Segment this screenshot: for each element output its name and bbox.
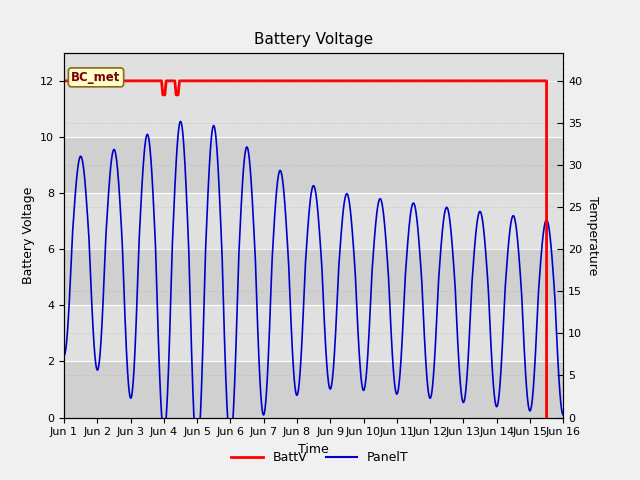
- Y-axis label: Temperature: Temperature: [586, 195, 599, 275]
- Title: Battery Voltage: Battery Voltage: [254, 33, 373, 48]
- Bar: [64, 361, 563, 418]
- Legend: BattV, PanelT: BattV, PanelT: [227, 446, 413, 469]
- Bar: [64, 81, 563, 137]
- Y-axis label: Battery Voltage: Battery Voltage: [22, 187, 35, 284]
- Bar: [64, 249, 563, 305]
- Bar: [64, 193, 563, 249]
- Text: BC_met: BC_met: [71, 71, 121, 84]
- Bar: [64, 305, 563, 361]
- Bar: [64, 137, 563, 193]
- X-axis label: Time: Time: [298, 443, 329, 456]
